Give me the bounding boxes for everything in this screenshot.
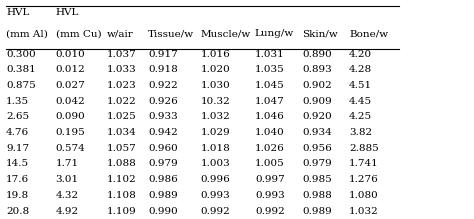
Text: 0.042: 0.042 bbox=[55, 97, 85, 106]
Text: 0.956: 0.956 bbox=[302, 144, 332, 153]
Text: 0.909: 0.909 bbox=[302, 97, 332, 106]
Text: 1.108: 1.108 bbox=[107, 191, 136, 200]
Text: 0.942: 0.942 bbox=[148, 128, 178, 137]
Text: 1.022: 1.022 bbox=[107, 97, 136, 106]
Text: w/air: w/air bbox=[107, 29, 133, 38]
Text: 0.027: 0.027 bbox=[55, 81, 85, 90]
Text: 1.003: 1.003 bbox=[201, 159, 230, 168]
Text: 4.20: 4.20 bbox=[349, 50, 372, 59]
Text: 1.037: 1.037 bbox=[107, 50, 136, 59]
Text: 1.023: 1.023 bbox=[107, 81, 136, 90]
Text: 0.574: 0.574 bbox=[55, 144, 85, 153]
Text: 0.990: 0.990 bbox=[148, 207, 178, 215]
Text: 0.920: 0.920 bbox=[302, 112, 332, 122]
Text: 1.020: 1.020 bbox=[201, 65, 230, 74]
Text: 0.992: 0.992 bbox=[201, 207, 230, 215]
Text: 0.012: 0.012 bbox=[55, 65, 85, 74]
Text: 0.989: 0.989 bbox=[148, 191, 178, 200]
Text: 0.902: 0.902 bbox=[302, 81, 332, 90]
Text: 9.17: 9.17 bbox=[6, 144, 29, 153]
Text: 0.926: 0.926 bbox=[148, 97, 178, 106]
Text: 0.986: 0.986 bbox=[148, 175, 178, 184]
Text: 0.890: 0.890 bbox=[302, 50, 332, 59]
Text: 4.76: 4.76 bbox=[6, 128, 29, 137]
Text: 0.381: 0.381 bbox=[6, 65, 36, 74]
Text: 0.993: 0.993 bbox=[201, 191, 230, 200]
Text: 0.933: 0.933 bbox=[148, 112, 178, 122]
Text: (mm Al): (mm Al) bbox=[6, 29, 48, 38]
Text: 0.300: 0.300 bbox=[6, 50, 36, 59]
Text: 0.989: 0.989 bbox=[302, 207, 332, 215]
Text: 19.8: 19.8 bbox=[6, 191, 29, 200]
Text: Bone/w: Bone/w bbox=[349, 29, 388, 38]
Text: 4.51: 4.51 bbox=[349, 81, 372, 90]
Text: 1.025: 1.025 bbox=[107, 112, 136, 122]
Text: 1.102: 1.102 bbox=[107, 175, 136, 184]
Text: 4.45: 4.45 bbox=[349, 97, 372, 106]
Text: 1.040: 1.040 bbox=[255, 128, 285, 137]
Text: 4.28: 4.28 bbox=[349, 65, 372, 74]
Text: (mm Cu): (mm Cu) bbox=[55, 29, 101, 38]
Text: 1.016: 1.016 bbox=[201, 50, 230, 59]
Text: 0.934: 0.934 bbox=[302, 128, 332, 137]
Text: HVL: HVL bbox=[6, 8, 29, 17]
Text: 2.65: 2.65 bbox=[6, 112, 29, 122]
Text: 3.01: 3.01 bbox=[55, 175, 79, 184]
Text: HVL: HVL bbox=[55, 8, 79, 17]
Text: 2.885: 2.885 bbox=[349, 144, 379, 153]
Text: 0.090: 0.090 bbox=[55, 112, 85, 122]
Text: Skin/w: Skin/w bbox=[302, 29, 338, 38]
Text: 1.033: 1.033 bbox=[107, 65, 136, 74]
Text: 0.992: 0.992 bbox=[255, 207, 285, 215]
Text: 14.5: 14.5 bbox=[6, 159, 29, 168]
Text: 1.030: 1.030 bbox=[201, 81, 230, 90]
Text: 1.046: 1.046 bbox=[255, 112, 285, 122]
Text: 10.32: 10.32 bbox=[201, 97, 230, 106]
Text: 1.026: 1.026 bbox=[255, 144, 285, 153]
Text: 0.922: 0.922 bbox=[148, 81, 178, 90]
Text: 1.029: 1.029 bbox=[201, 128, 230, 137]
Text: 1.045: 1.045 bbox=[255, 81, 285, 90]
Text: 4.92: 4.92 bbox=[55, 207, 79, 215]
Text: Muscle/w: Muscle/w bbox=[201, 29, 251, 38]
Text: 1.057: 1.057 bbox=[107, 144, 136, 153]
Text: 0.988: 0.988 bbox=[302, 191, 332, 200]
Text: 1.71: 1.71 bbox=[55, 159, 79, 168]
Text: 1.005: 1.005 bbox=[255, 159, 285, 168]
Text: 1.031: 1.031 bbox=[255, 50, 285, 59]
Text: 1.276: 1.276 bbox=[349, 175, 379, 184]
Text: 4.25: 4.25 bbox=[349, 112, 372, 122]
Text: Tissue/w: Tissue/w bbox=[148, 29, 194, 38]
Text: 0.875: 0.875 bbox=[6, 81, 36, 90]
Text: 1.109: 1.109 bbox=[107, 207, 136, 215]
Text: 1.018: 1.018 bbox=[201, 144, 230, 153]
Text: 1.034: 1.034 bbox=[107, 128, 136, 137]
Text: 0.993: 0.993 bbox=[255, 191, 285, 200]
Text: 0.893: 0.893 bbox=[302, 65, 332, 74]
Text: 0.917: 0.917 bbox=[148, 50, 178, 59]
Text: 1.088: 1.088 bbox=[107, 159, 136, 168]
Text: 0.985: 0.985 bbox=[302, 175, 332, 184]
Text: 0.918: 0.918 bbox=[148, 65, 178, 74]
Text: 1.035: 1.035 bbox=[255, 65, 285, 74]
Text: Lung/w: Lung/w bbox=[255, 29, 294, 38]
Text: 1.032: 1.032 bbox=[349, 207, 379, 215]
Text: 0.195: 0.195 bbox=[55, 128, 85, 137]
Text: 1.032: 1.032 bbox=[201, 112, 230, 122]
Text: 1.35: 1.35 bbox=[6, 97, 29, 106]
Text: 1.047: 1.047 bbox=[255, 97, 285, 106]
Text: 20.8: 20.8 bbox=[6, 207, 29, 215]
Text: 4.32: 4.32 bbox=[55, 191, 79, 200]
Text: 0.960: 0.960 bbox=[148, 144, 178, 153]
Text: 3.82: 3.82 bbox=[349, 128, 372, 137]
Text: 17.6: 17.6 bbox=[6, 175, 29, 184]
Text: 0.979: 0.979 bbox=[302, 159, 332, 168]
Text: 0.997: 0.997 bbox=[255, 175, 285, 184]
Text: 0.996: 0.996 bbox=[201, 175, 230, 184]
Text: 0.979: 0.979 bbox=[148, 159, 178, 168]
Text: 0.010: 0.010 bbox=[55, 50, 85, 59]
Text: 1.080: 1.080 bbox=[349, 191, 379, 200]
Text: 1.741: 1.741 bbox=[349, 159, 379, 168]
